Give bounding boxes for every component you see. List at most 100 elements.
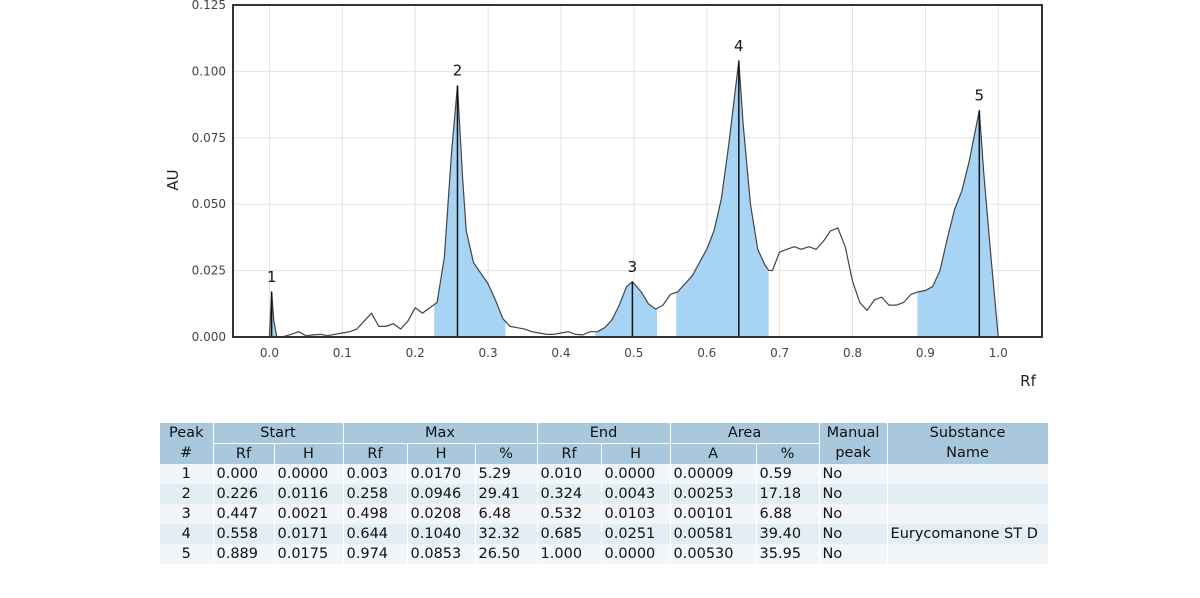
cell-start-rf: 0.889 — [213, 544, 275, 564]
cell-start-h: 0.0171 — [274, 524, 344, 544]
cell-max-pct: 29.41 — [475, 484, 538, 504]
subheader-substance: Name — [887, 443, 1049, 464]
cell-area-a: 0.00581 — [670, 524, 757, 544]
cell-max-rf: 0.003 — [343, 464, 408, 484]
x-tick-label: 0.7 — [770, 346, 789, 360]
header-area: Area — [670, 423, 820, 444]
cell-max-rf: 0.498 — [343, 504, 408, 524]
header-substance: Substance — [887, 423, 1049, 444]
cell-area-pct: 39.40 — [756, 524, 820, 544]
trace-layer — [233, 60, 999, 338]
subheader-end-rf: Rf — [537, 443, 602, 464]
y-tick-label: 0.100 — [192, 64, 226, 78]
x-tick-label: 0.5 — [624, 346, 643, 360]
cell-area-pct: 17.18 — [756, 484, 820, 504]
x-tick-label: 0.3 — [479, 346, 498, 360]
x-tick-label: 0.6 — [697, 346, 716, 360]
subheader-max-h: H — [407, 443, 476, 464]
y-tick-label: 0.000 — [192, 330, 226, 344]
cell-max-pct: 32.32 — [475, 524, 538, 544]
cell-max-rf: 0.258 — [343, 484, 408, 504]
cell-area-pct: 35.95 — [756, 544, 820, 564]
cell-substance: Eurycomanone ST D — [887, 524, 1049, 544]
cell-end-h: 0.0000 — [601, 544, 671, 564]
cell-end-h: 0.0043 — [601, 484, 671, 504]
subheader-max-pct: % — [475, 443, 538, 464]
subheader-area-a: A — [670, 443, 757, 464]
cell-start-rf: 0.447 — [213, 504, 275, 524]
table-row: 1 0.000 0.0000 0.003 0.0170 5.29 0.010 0… — [160, 464, 1049, 484]
subheader-max-rf: Rf — [343, 443, 408, 464]
subheader-peak: # — [160, 443, 214, 464]
y-axis-title: AU — [164, 169, 182, 190]
cell-max-h: 0.0853 — [407, 544, 476, 564]
x-tick-label: 0.9 — [916, 346, 935, 360]
cell-substance — [887, 504, 1049, 524]
peak-area-fill — [917, 110, 999, 337]
cell-end-rf: 0.532 — [537, 504, 602, 524]
peak-label: 5 — [975, 86, 985, 104]
cell-end-rf: 0.010 — [537, 464, 602, 484]
header-end: End — [537, 423, 671, 444]
x-tick-label: 0.2 — [406, 346, 425, 360]
plot-frame — [232, 4, 1043, 338]
cell-start-h: 0.0000 — [274, 464, 344, 484]
header-start: Start — [213, 423, 344, 444]
header-manual: Manual — [819, 423, 888, 444]
cell-max-h: 0.1040 — [407, 524, 476, 544]
densitogram-trace — [233, 60, 999, 338]
cell-peak: 3 — [160, 504, 214, 524]
cell-manual: No — [819, 544, 888, 564]
peak-label: 2 — [453, 62, 463, 80]
cell-max-h: 0.0946 — [407, 484, 476, 504]
cell-substance — [887, 544, 1049, 564]
peak-label: 1 — [267, 268, 277, 286]
peak-label: 4 — [734, 37, 744, 55]
table-row: 3 0.447 0.0021 0.498 0.0208 6.48 0.532 0… — [160, 504, 1049, 524]
cell-area-a: 0.00101 — [670, 504, 757, 524]
cell-end-h: 0.0000 — [601, 464, 671, 484]
peak-table: Peak Start Max End Area Manual Substance… — [160, 423, 1049, 564]
densitogram-chart: 0.0 0.1 0.2 0.3 0.4 0.5 0.6 0.7 0.8 0.9 1.0 0.0000… — [164, 0, 1043, 390]
cell-start-rf: 0.226 — [213, 484, 275, 504]
cell-start-h: 0.0175 — [274, 544, 344, 564]
y-tick-labels: 0.000 0.025 0.050 0.075 0.100 0.125 — [192, 0, 226, 344]
cell-manual: No — [819, 484, 888, 504]
cell-peak: 4 — [160, 524, 214, 544]
cell-max-h: 0.0208 — [407, 504, 476, 524]
cell-start-rf: 0.000 — [213, 464, 275, 484]
cell-max-pct: 6.48 — [475, 504, 538, 524]
x-tick-label: 1.0 — [989, 346, 1008, 360]
subheader-end-h: H — [601, 443, 671, 464]
x-tick-label: 0.1 — [333, 346, 352, 360]
cell-peak: 1 — [160, 464, 214, 484]
cell-end-h: 0.0251 — [601, 524, 671, 544]
y-tick-label: 0.125 — [192, 0, 226, 12]
cell-end-h: 0.0103 — [601, 504, 671, 524]
cell-manual: No — [819, 464, 888, 484]
cell-area-pct: 6.88 — [756, 504, 820, 524]
cell-start-h: 0.0021 — [274, 504, 344, 524]
cell-start-rf: 0.558 — [213, 524, 275, 544]
header-max: Max — [343, 423, 538, 444]
subheader-area-pct: % — [756, 443, 820, 464]
peak-labels: 1 2 3 4 5 — [267, 37, 984, 286]
cell-start-h: 0.0116 — [274, 484, 344, 504]
x-tick-label: 0.0 — [260, 346, 279, 360]
y-tick-label: 0.050 — [192, 197, 226, 211]
cell-area-a: 0.00253 — [670, 484, 757, 504]
header-peak: Peak — [160, 423, 214, 444]
cell-end-rf: 1.000 — [537, 544, 602, 564]
cell-substance — [887, 464, 1049, 484]
subheader-start-h: H — [274, 443, 344, 464]
cell-max-rf: 0.974 — [343, 544, 408, 564]
cell-max-rf: 0.644 — [343, 524, 408, 544]
cell-max-pct: 26.50 — [475, 544, 538, 564]
cell-end-rf: 0.685 — [537, 524, 602, 544]
x-axis-title: Rf — [1020, 372, 1036, 390]
cell-area-pct: 0.59 — [756, 464, 820, 484]
x-tick-label: 0.8 — [843, 346, 862, 360]
cell-substance — [887, 484, 1049, 504]
cell-area-a: 0.00009 — [670, 464, 757, 484]
cell-area-a: 0.00530 — [670, 544, 757, 564]
